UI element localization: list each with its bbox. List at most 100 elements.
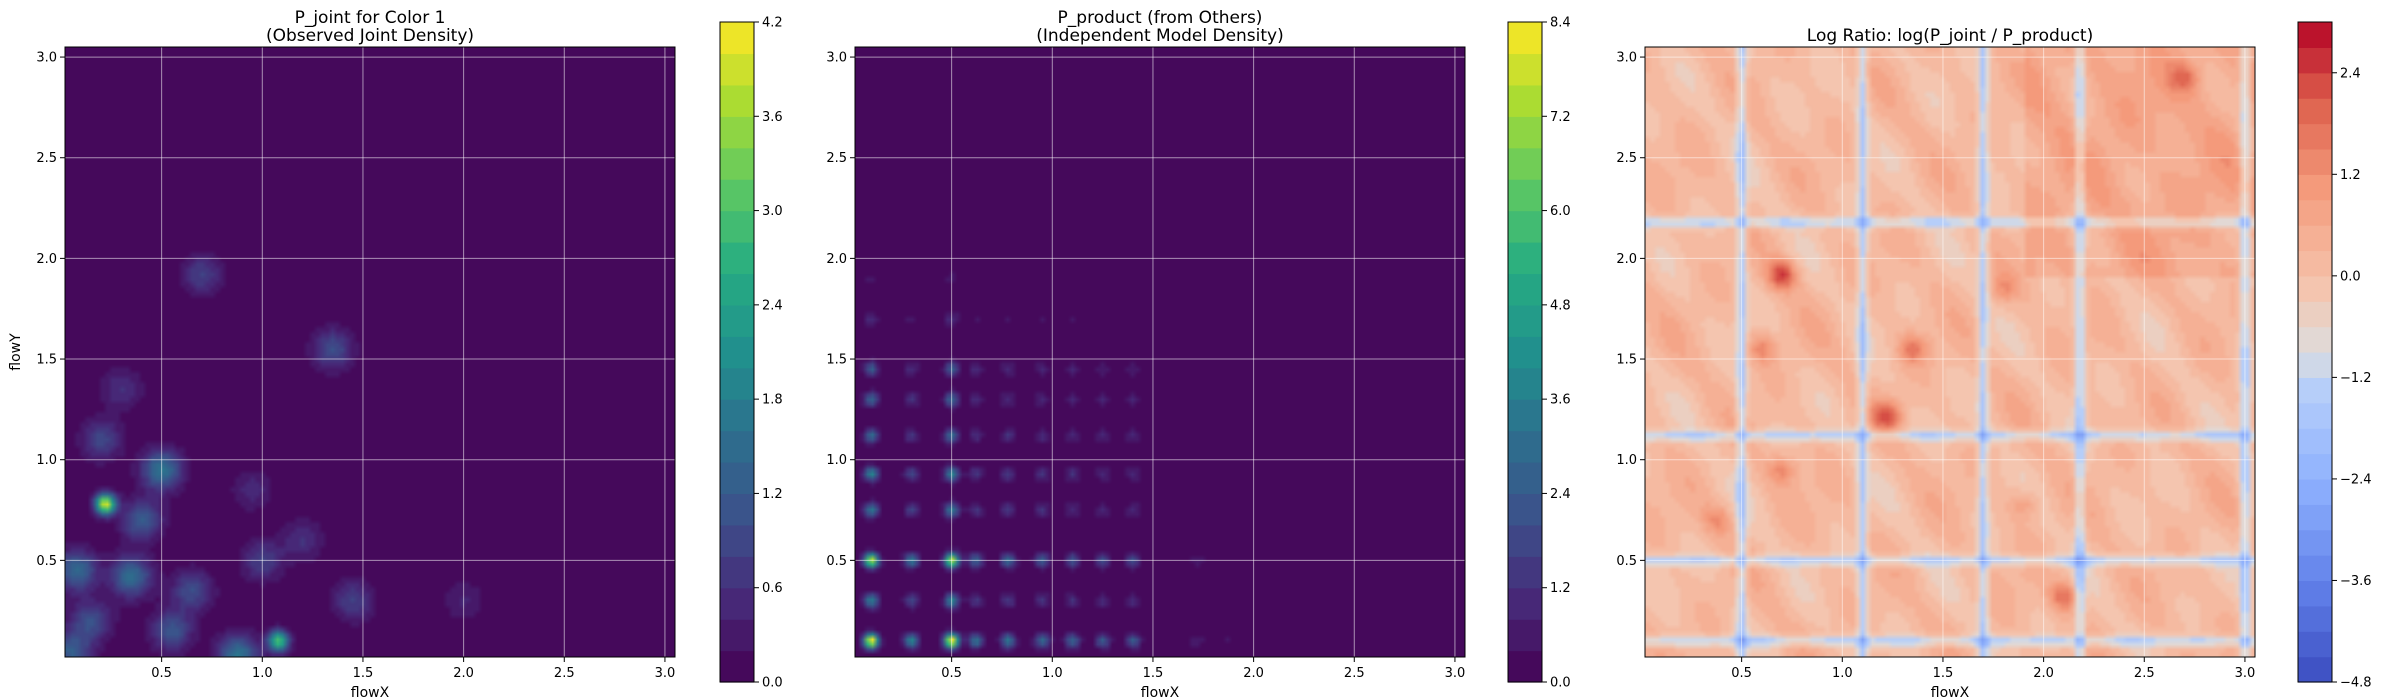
colorbar-tick-label: 2.4 [762,298,783,313]
colorbar-band [1508,179,1542,212]
x-tick-label: 2.0 [1243,666,1264,681]
colorbar-band [720,367,754,400]
grid [855,47,1465,657]
axes-frame [64,46,676,658]
x-tick-label: 1.5 [353,666,374,681]
colorbar-band [1508,242,1542,275]
x-tick-label: 2.5 [2134,666,2155,681]
colorbar-tick-label: 2.4 [1550,487,1571,502]
colorbar-band [720,430,754,463]
x-tick-label: 2.5 [554,666,575,681]
colorbar-tick-label: 7.2 [1550,110,1571,125]
y-tick-label: 1.5 [36,353,57,368]
colorbar-band [2298,402,2332,429]
colorbar-band [1508,273,1542,306]
colorbar-band [2298,580,2332,607]
colorbar-tick-label: 0.6 [762,581,783,596]
density-field [65,47,675,657]
x-tick-label: 3.0 [1445,666,1466,681]
y-tick-label: 1.0 [36,453,57,468]
colorbar-band [2298,22,2332,48]
colorbar-band [2298,123,2332,150]
colorbar-tick-label: 1.2 [762,487,783,502]
x-tick-label: 2.5 [1344,666,1365,681]
y-tick-label: 0.5 [1616,554,1637,569]
colorbar-tick-label: −2.4 [2340,472,2372,487]
colorbar-frame [1507,21,1543,683]
colorbar-band [2298,275,2332,302]
colorbar-band [720,493,754,526]
colorbar-band [2298,148,2332,175]
colorbar-band [1508,147,1542,180]
x-tick-label: 2.0 [2033,666,2054,681]
colorbar-tick-label: 3.6 [762,110,783,125]
colorbar-frame [719,21,755,683]
colorbar: 0.0 1.2 2.4 3.6 4.8 6.0 7.2 8.4 [1507,16,1571,691]
colorbar-band [2298,199,2332,226]
colorbar-tick-label: 1.2 [1550,581,1571,596]
x-axis-label: flowX [1141,685,1180,700]
chart-title-line: P_product (from Others) [1058,8,1263,28]
colorbar-band [2298,428,2332,455]
x-axis-label: flowX [351,685,390,700]
colorbar-band [2298,47,2332,74]
colorbar-band [2298,555,2332,582]
colorbar-band [1508,587,1542,620]
x-tick-label: 1.0 [1832,666,1853,681]
colorbar-band [2298,453,2332,480]
chart-title-line: (Observed Joint Density) [266,26,474,46]
colorbar-band [1508,493,1542,526]
colorbar-band [720,650,754,683]
density-field [855,47,1465,657]
colorbar-band [1508,619,1542,652]
x-tick-label: 3.0 [655,666,676,681]
colorbar-tick-label: 0.0 [2340,269,2361,284]
colorbar-tick-label: 0.0 [1550,676,1571,691]
y-tick-label: 3.0 [36,51,57,66]
colorbar-band [2298,174,2332,201]
colorbar-band [2298,605,2332,632]
colorbar-band [1508,304,1542,337]
axes-frame [854,46,1466,658]
colorbar-band [2298,98,2332,125]
colorbar-band [2298,326,2332,353]
colorbar-tick-label: 4.2 [762,16,783,31]
colorbar-band [1508,462,1542,495]
colorbar-band [2298,377,2332,404]
x-tick-label: 0.5 [941,666,962,681]
colorbar-tick-label: 4.8 [1550,298,1571,313]
y-tick-label: 1.5 [1616,353,1637,368]
colorbar-band [2298,504,2332,531]
colorbar-tick-label: −3.6 [2340,574,2372,589]
colorbar-tick-label: 1.8 [762,393,783,408]
y-tick-label: 2.5 [36,151,57,166]
subplot-2: 0.5 1.0 1.5 2.0 2.5 3.0 0.5 1.0 1.5 2.0 2.5 3.0 flow… [826,8,1570,700]
y-tick-label: 2.0 [826,252,847,267]
colorbar-tick-label: 2.4 [2340,66,2361,81]
colorbar-band [2298,250,2332,277]
colorbar-tick-label: 8.4 [1550,16,1571,31]
chart-title-line: P_joint for Color 1 [295,8,446,28]
colorbar-band [1508,53,1542,86]
colorbar-band [720,619,754,652]
grid [1645,47,2255,657]
colorbar-band [720,336,754,369]
colorbar-band [720,22,754,55]
y-tick-label: 2.5 [826,151,847,166]
colorbar-band [720,147,754,180]
y-tick-label: 0.5 [36,554,57,569]
colorbar-band [1508,650,1542,683]
colorbar-tick-label: 6.0 [1550,204,1571,219]
colorbar-band [2298,529,2332,556]
colorbar-band [720,587,754,620]
x-tick-label: 1.5 [1143,666,1164,681]
x-tick-label: 1.5 [1933,666,1954,681]
colorbar-tick-label: 1.2 [2340,168,2361,183]
colorbar-band [720,273,754,306]
colorbar-frame [2297,21,2333,683]
y-tick-label: 1.0 [826,453,847,468]
colorbar-band [2298,352,2332,378]
x-tick-label: 1.0 [252,666,273,681]
y-tick-label: 2.0 [1616,252,1637,267]
